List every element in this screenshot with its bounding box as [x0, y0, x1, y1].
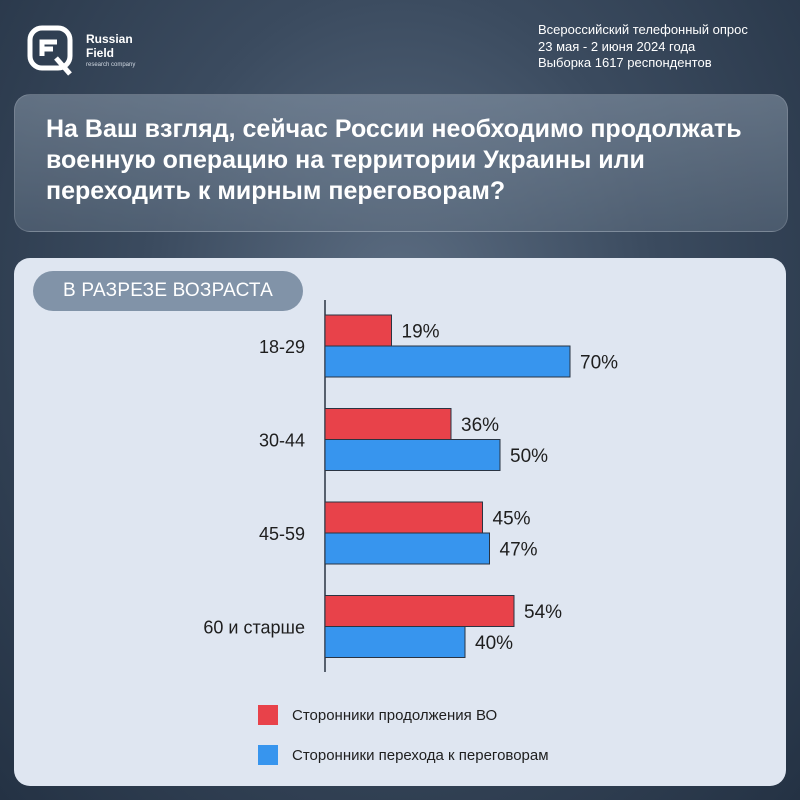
legend-item-negotiate: Сторонники перехода к переговорам — [258, 745, 549, 765]
bar-continue — [324, 408, 452, 440]
legend-label-continue: Сторонники продолжения ВО — [292, 706, 498, 724]
brand-name-line1: Russian — [86, 32, 133, 46]
legend: Сторонники продолжения ВО Сторонники пер… — [258, 705, 549, 785]
data-label: 50% — [510, 446, 548, 467]
survey-line-1: Всероссийский телефонный опрос — [538, 22, 748, 37]
data-label: 36% — [461, 415, 499, 436]
survey-info: Всероссийский телефонный опрос 23 мая - … — [538, 22, 748, 72]
data-label: 19% — [402, 322, 440, 343]
bar-negotiate — [324, 345, 571, 378]
category-label: 18-29 — [259, 337, 305, 357]
legend-item-continue: Сторонники продолжения ВО — [258, 705, 549, 725]
legend-swatch-blue — [258, 745, 278, 765]
data-label: 70% — [580, 353, 618, 374]
category-label: 45-59 — [259, 524, 305, 544]
bar-continue — [324, 595, 515, 627]
bar-negotiate — [324, 626, 466, 658]
legend-label-negotiate: Сторонники перехода к переговорам — [292, 746, 549, 764]
category-label: 60 и старше — [203, 618, 305, 638]
survey-line-2: 23 мая - 2 июня 2024 года — [538, 38, 696, 54]
data-label: 45% — [493, 509, 531, 530]
bar-negotiate — [324, 439, 501, 471]
data-label: 40% — [475, 633, 513, 654]
bar-negotiate — [324, 532, 490, 565]
bar-continue — [324, 501, 483, 534]
legend-swatch-red — [258, 705, 278, 725]
russian-field-logo-icon — [27, 25, 73, 76]
brand-logo: Russian Field research company — [26, 24, 135, 76]
brand-name-line2: Field — [86, 46, 115, 60]
section-label: В РАЗРЕЗЕ ВОЗРАСТА — [33, 271, 303, 311]
brand-tagline: research company — [86, 62, 136, 68]
data-label: 54% — [524, 602, 562, 623]
question-box — [14, 94, 788, 232]
category-label: 30-44 — [259, 431, 305, 451]
survey-line-3: Выборка 1617 респондентов — [538, 55, 712, 70]
bar-continue — [324, 314, 392, 347]
question-text: На Ваш взгляд, сейчас России необходимо … — [46, 115, 742, 205]
data-label: 47% — [500, 540, 538, 561]
